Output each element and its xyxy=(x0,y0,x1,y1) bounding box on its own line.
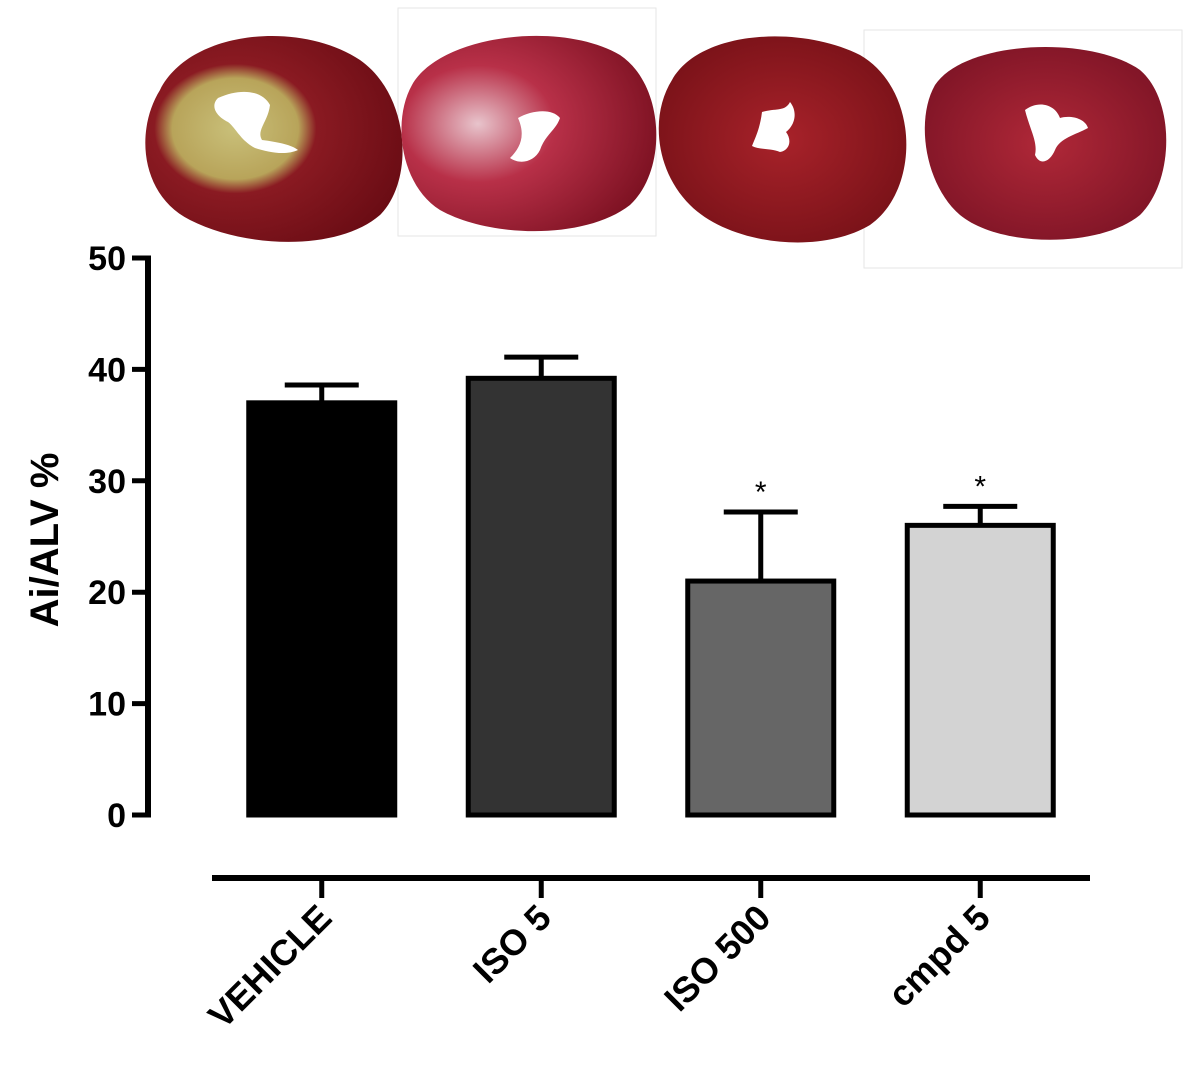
y-tick-label: 50 xyxy=(88,240,126,278)
x-axis: VEHICLE ISO 5 ISO 500 cmpd 5 xyxy=(200,875,1090,1036)
x-tick-label: cmpd 5 xyxy=(880,897,998,1015)
x-tick-label: VEHICLE xyxy=(200,897,339,1036)
cmpd5-heart-section xyxy=(924,47,1167,240)
bar-chart: Ai/ALV % 0 10 20 30 40 50 VEHICLE ISO 5 ISO 500… xyxy=(23,240,1090,1036)
bar xyxy=(465,375,617,818)
y-tick-label: 40 xyxy=(88,351,126,389)
x-tick-label: ISO 5 xyxy=(465,897,559,991)
y-tick-label: 10 xyxy=(88,686,126,724)
y-tick-label: 30 xyxy=(88,463,126,501)
significance-marker: * xyxy=(974,470,986,503)
bars: * * xyxy=(246,354,1056,818)
y-tick-label: 20 xyxy=(88,574,126,612)
bar xyxy=(904,522,1056,818)
y-axis: 0 10 20 30 40 50 xyxy=(88,240,151,835)
y-tick-label: 0 xyxy=(107,797,126,835)
bar xyxy=(246,400,398,818)
iso5-heart-section xyxy=(401,35,657,232)
x-tick-label: ISO 500 xyxy=(656,897,778,1019)
bar xyxy=(685,578,837,818)
heart-sections xyxy=(145,7,1183,269)
vehicle-heart-section xyxy=(145,35,403,242)
significance-marker: * xyxy=(755,476,767,509)
y-axis-label: Ai/ALV % xyxy=(23,453,67,628)
iso500-heart-section xyxy=(658,36,907,243)
